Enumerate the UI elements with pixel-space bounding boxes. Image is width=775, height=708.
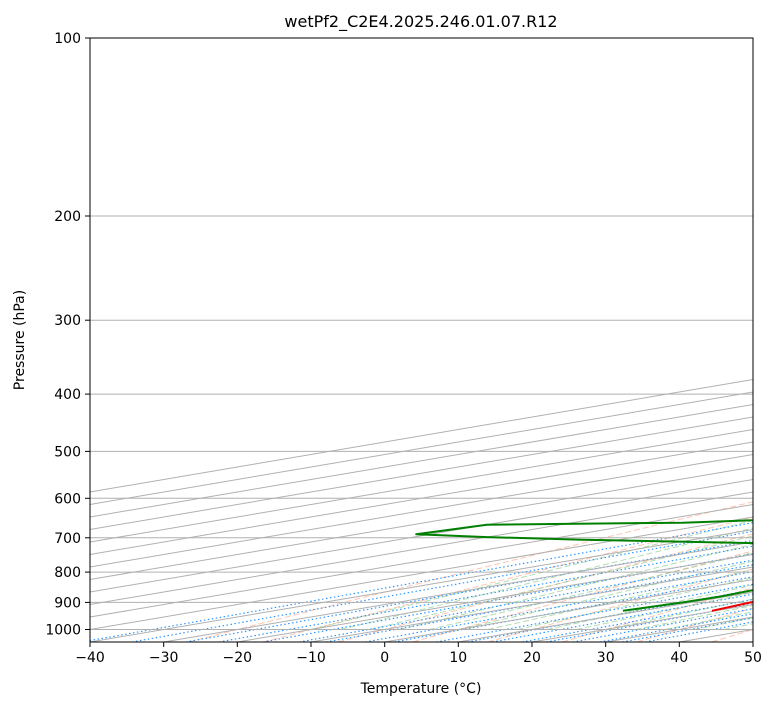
dewpoint-profile bbox=[415, 519, 753, 612]
x-tick-label: 30 bbox=[597, 650, 615, 666]
profile-lines bbox=[415, 519, 753, 612]
mixing-ratio-line bbox=[185, 539, 753, 642]
mixing-ratio-line bbox=[572, 608, 753, 642]
dry-adiabat bbox=[487, 568, 753, 642]
isotherm bbox=[90, 528, 753, 642]
plot-area: 0.10.20.40.611.52346810131620253036-100-… bbox=[90, 38, 775, 642]
dry-adiabat bbox=[263, 516, 753, 642]
moist-adiabat bbox=[694, 617, 753, 630]
x-axis-label: Temperature (°C) bbox=[360, 681, 482, 697]
mixing-ratio-line bbox=[599, 613, 753, 642]
moist-adiabat bbox=[753, 38, 775, 630]
isotherm bbox=[90, 491, 753, 606]
x-axis: −40 −30 −20 −10 0 10 20 30 40 50 bbox=[75, 642, 762, 666]
dry-adiabat bbox=[188, 501, 753, 642]
mixing-ratio-line bbox=[365, 571, 753, 642]
y-tick-label: 600 bbox=[54, 491, 81, 507]
y-axis-label: Pressure (hPa) bbox=[12, 290, 28, 390]
x-tick-label: 50 bbox=[744, 650, 762, 666]
y-tick-label: 900 bbox=[54, 595, 81, 611]
x-tick-label: 0 bbox=[380, 650, 389, 666]
isotherm bbox=[90, 441, 753, 556]
isotherm bbox=[90, 428, 753, 543]
isotherm bbox=[310, 566, 753, 642]
dry-adiabats bbox=[188, 501, 753, 642]
mixing-ratio-line bbox=[467, 589, 753, 642]
mixing-ratio-line bbox=[546, 603, 753, 642]
x-tick-label: 10 bbox=[449, 650, 467, 666]
isotherm bbox=[90, 503, 753, 618]
moist-adiabat bbox=[311, 519, 753, 630]
y-tick-label: 400 bbox=[54, 387, 81, 403]
chart-title: wetPf2_C2E4.2025.246.01.07.R12 bbox=[284, 12, 557, 32]
y-tick-label: 500 bbox=[54, 444, 81, 460]
x-tick-label: 40 bbox=[670, 650, 688, 666]
pressure-gridlines bbox=[90, 38, 753, 630]
y-tick-label: 300 bbox=[54, 313, 81, 329]
y-tick-label: 800 bbox=[54, 565, 81, 581]
y-tick-label: 1000 bbox=[45, 623, 81, 639]
y-tick-label: 100 bbox=[54, 31, 81, 47]
moist-adiabat bbox=[340, 527, 753, 630]
moist-adiabat bbox=[487, 569, 753, 630]
moist-adiabat bbox=[428, 552, 753, 630]
x-tick-label: −20 bbox=[223, 650, 253, 666]
x-tick-label: −10 bbox=[296, 650, 326, 666]
x-tick-label: 20 bbox=[523, 650, 541, 666]
y-axis: 100 200 300 400 500 600 700 800 900 1000 bbox=[45, 31, 90, 639]
mixing-ratio-line bbox=[299, 559, 753, 642]
mixing-ratio-line bbox=[622, 617, 753, 642]
moist-adiabat bbox=[546, 584, 753, 630]
isotherm bbox=[90, 466, 753, 581]
isotherm bbox=[531, 603, 753, 642]
isotherm bbox=[752, 641, 753, 642]
isotherm bbox=[679, 628, 753, 642]
isotherm bbox=[384, 578, 753, 642]
mixing-ratio-line bbox=[131, 530, 753, 642]
y-tick-label: 200 bbox=[54, 209, 81, 225]
x-tick-label: −30 bbox=[149, 650, 179, 666]
moist-adiabat bbox=[369, 535, 753, 630]
plot-frame bbox=[89, 37, 754, 643]
mixing-ratio-line bbox=[218, 545, 753, 642]
moist-adiabats bbox=[311, 38, 775, 630]
dry-adiabat bbox=[562, 587, 753, 642]
y-tick-label: 700 bbox=[54, 531, 81, 547]
dry-adiabat bbox=[711, 629, 753, 642]
isotherm bbox=[90, 478, 753, 593]
isotherm bbox=[90, 453, 753, 568]
x-tick-label: −40 bbox=[75, 650, 105, 666]
isotherm bbox=[90, 516, 753, 631]
